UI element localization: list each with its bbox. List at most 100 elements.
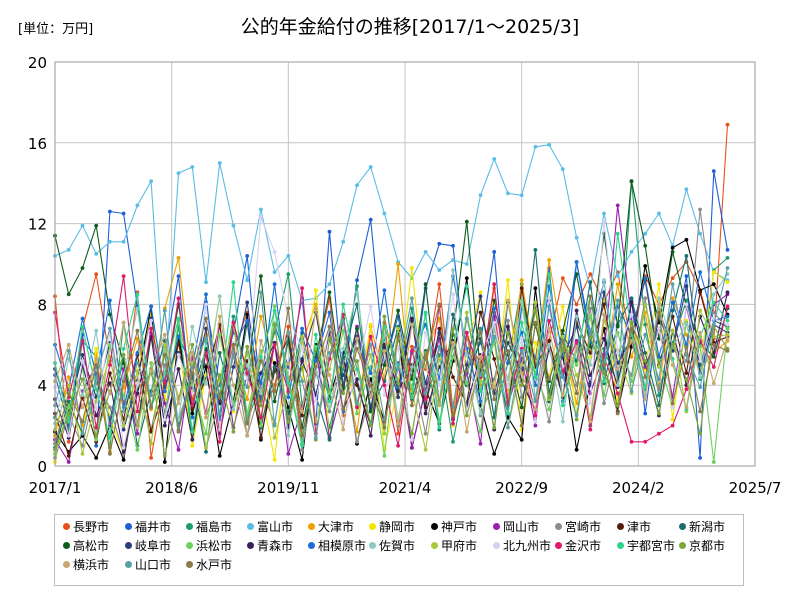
data-point (382, 349, 387, 353)
data-point (615, 391, 620, 396)
data-point (327, 310, 332, 315)
data-point (725, 332, 730, 337)
data-point (464, 316, 469, 321)
x-tick-label: 2019/11 (257, 479, 319, 497)
data-point (204, 302, 208, 307)
data-point (643, 264, 648, 268)
data-point (670, 328, 675, 333)
series-水戸市 (53, 294, 730, 456)
data-point (259, 215, 263, 220)
data-point (245, 371, 250, 375)
data-point (66, 399, 71, 404)
data-point (204, 336, 208, 341)
data-point (162, 342, 167, 347)
legend-marker (125, 523, 132, 530)
data-point (588, 306, 593, 311)
data-point (423, 391, 428, 396)
data-point (657, 365, 661, 369)
data-point (245, 433, 250, 438)
data-point (108, 363, 112, 367)
data-point (259, 423, 263, 428)
data-point (396, 395, 400, 400)
data-point (368, 433, 373, 438)
data-point (588, 351, 593, 355)
data-point (725, 266, 730, 270)
data-point (629, 439, 634, 444)
data-point (670, 423, 675, 428)
data-point (190, 411, 195, 416)
data-point (602, 379, 606, 384)
data-point (327, 290, 332, 295)
data-point (643, 385, 648, 390)
data-point (725, 280, 730, 285)
series-line (54, 144, 728, 386)
legend-marker (493, 542, 500, 549)
data-point (560, 276, 565, 280)
data-point (396, 381, 400, 386)
data-point (327, 405, 332, 410)
data-point (602, 312, 606, 317)
data-point (725, 322, 730, 327)
data-point (190, 371, 195, 375)
data-point (190, 403, 195, 408)
data-point (615, 351, 620, 355)
data-point (560, 304, 565, 309)
data-point (643, 351, 648, 355)
data-point (698, 385, 702, 390)
data-point (135, 381, 140, 386)
data-point (698, 308, 702, 313)
data-point (176, 429, 181, 434)
data-point (698, 270, 702, 274)
data-point (725, 304, 730, 309)
data-point (245, 385, 250, 390)
data-point (560, 403, 565, 408)
data-point (437, 302, 442, 307)
legend-item: 静岡市 (369, 518, 415, 536)
data-point (149, 326, 154, 331)
data-point (149, 179, 154, 184)
legend-marker (555, 542, 562, 549)
data-point (272, 389, 277, 394)
data-point (711, 300, 716, 305)
data-point (313, 288, 318, 293)
data-point (657, 326, 661, 331)
data-point (410, 431, 414, 436)
data-point (382, 314, 387, 319)
x-tick-label: 2025/7 (729, 479, 782, 497)
y-tick-label: 8 (37, 296, 47, 314)
data-point (341, 318, 346, 323)
data-point (492, 157, 497, 161)
data-point (670, 296, 675, 301)
data-point (341, 391, 346, 396)
data-point (574, 308, 579, 313)
data-point (355, 290, 359, 295)
data-point (560, 419, 565, 424)
data-point (286, 330, 291, 335)
data-point (547, 326, 551, 331)
data-point (80, 377, 85, 381)
x-tick-label: 2022/9 (495, 479, 548, 497)
data-point (725, 318, 730, 323)
data-point (698, 375, 702, 379)
series-山口市 (53, 266, 730, 440)
data-point (204, 445, 208, 450)
data-point (657, 387, 661, 392)
data-point (451, 292, 455, 297)
data-point (629, 300, 634, 305)
data-point (162, 308, 167, 313)
data-point (684, 254, 689, 258)
data-point (492, 250, 497, 254)
data-point (108, 298, 112, 303)
data-point (410, 266, 414, 270)
data-point (588, 344, 593, 349)
data-point (66, 349, 71, 353)
data-point (231, 342, 236, 347)
legend: 長野市 福井市 福島市 富山市 大津市 静岡市 神戸市 岡山市 宮崎市 津市 新潟市 高松市 岐阜市 浜松… (54, 514, 744, 586)
data-point (341, 239, 346, 244)
data-point (698, 290, 702, 295)
data-point (94, 437, 99, 442)
data-point (245, 278, 250, 283)
data-point (602, 278, 606, 283)
legend-marker (125, 561, 132, 568)
data-point (286, 452, 291, 456)
